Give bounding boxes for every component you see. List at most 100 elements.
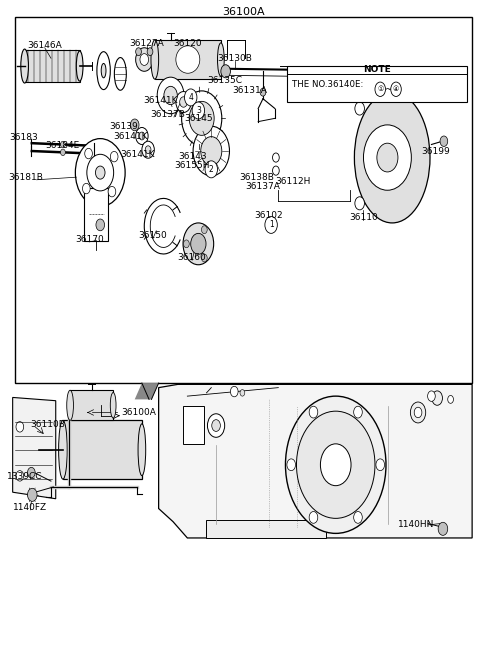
- Circle shape: [145, 146, 151, 154]
- Circle shape: [240, 390, 245, 396]
- Bar: [287, 66, 468, 102]
- Circle shape: [96, 219, 105, 231]
- Circle shape: [432, 391, 443, 405]
- Text: 36141K: 36141K: [114, 132, 148, 141]
- Circle shape: [27, 468, 35, 478]
- Circle shape: [377, 143, 398, 172]
- Ellipse shape: [59, 421, 67, 479]
- Circle shape: [414, 407, 422, 418]
- Circle shape: [85, 148, 92, 159]
- Text: 36100A: 36100A: [121, 408, 156, 417]
- Text: 36131A: 36131A: [232, 86, 267, 96]
- Circle shape: [184, 89, 197, 106]
- Circle shape: [139, 132, 145, 140]
- Circle shape: [27, 488, 37, 501]
- Text: NOTE: NOTE: [363, 66, 391, 75]
- Circle shape: [191, 233, 206, 254]
- Bar: [84, 188, 108, 240]
- Text: 36199: 36199: [421, 147, 450, 155]
- Bar: [63, 421, 142, 479]
- Circle shape: [286, 396, 386, 533]
- Circle shape: [180, 97, 187, 107]
- Bar: [155, 40, 221, 79]
- Circle shape: [375, 82, 385, 96]
- Circle shape: [273, 153, 279, 162]
- Circle shape: [273, 166, 279, 175]
- Circle shape: [205, 161, 217, 178]
- Ellipse shape: [354, 92, 430, 223]
- Ellipse shape: [101, 64, 106, 78]
- Circle shape: [410, 402, 426, 423]
- Circle shape: [297, 411, 375, 518]
- Text: 1140HN: 1140HN: [398, 520, 434, 529]
- Circle shape: [60, 149, 65, 156]
- Circle shape: [428, 391, 435, 402]
- Ellipse shape: [76, 51, 83, 81]
- Circle shape: [147, 48, 153, 56]
- Ellipse shape: [176, 46, 200, 73]
- Circle shape: [136, 48, 142, 56]
- Circle shape: [131, 119, 139, 131]
- Circle shape: [260, 88, 266, 96]
- Circle shape: [287, 459, 296, 471]
- Circle shape: [164, 86, 177, 105]
- Circle shape: [142, 141, 155, 159]
- Text: THE NO.36140E:: THE NO.36140E:: [292, 80, 363, 89]
- Bar: [70, 390, 113, 421]
- Text: 36183: 36183: [9, 134, 38, 142]
- Circle shape: [136, 48, 153, 71]
- Text: 36145: 36145: [184, 114, 213, 123]
- Circle shape: [183, 240, 189, 248]
- Text: 36110B: 36110B: [30, 420, 65, 429]
- Text: 36137B: 36137B: [150, 110, 185, 119]
- Bar: [182, 406, 204, 444]
- Circle shape: [189, 102, 214, 136]
- Text: 36184E: 36184E: [45, 141, 79, 150]
- Text: 36141K: 36141K: [144, 96, 178, 105]
- Text: 36137A: 36137A: [246, 183, 280, 191]
- Circle shape: [60, 141, 65, 148]
- Text: 2: 2: [209, 165, 214, 174]
- Circle shape: [221, 65, 230, 78]
- Circle shape: [183, 223, 214, 265]
- Circle shape: [16, 471, 24, 481]
- Circle shape: [309, 512, 318, 523]
- Ellipse shape: [67, 390, 73, 421]
- Bar: [206, 519, 326, 538]
- Text: 1339CC: 1339CC: [7, 472, 42, 481]
- Circle shape: [192, 102, 204, 119]
- Circle shape: [108, 187, 116, 197]
- Text: 36139: 36139: [109, 122, 138, 131]
- Circle shape: [355, 102, 364, 115]
- Text: 36155H: 36155H: [174, 161, 210, 170]
- Circle shape: [212, 420, 220, 432]
- Circle shape: [181, 91, 222, 146]
- Circle shape: [193, 126, 229, 176]
- Circle shape: [16, 422, 24, 432]
- Text: 36146A: 36146A: [27, 41, 62, 50]
- Text: 36135C: 36135C: [207, 76, 242, 85]
- Text: 36110: 36110: [349, 213, 378, 222]
- Circle shape: [309, 406, 318, 418]
- Text: 3: 3: [196, 106, 201, 115]
- Circle shape: [354, 512, 362, 523]
- Text: 36102: 36102: [254, 210, 283, 219]
- Circle shape: [448, 396, 454, 403]
- Polygon shape: [12, 398, 56, 498]
- Circle shape: [75, 139, 125, 206]
- Text: ④: ④: [393, 86, 399, 92]
- Circle shape: [87, 155, 114, 191]
- Circle shape: [207, 414, 225, 438]
- Text: 36130B: 36130B: [218, 54, 252, 63]
- Circle shape: [202, 226, 207, 234]
- Circle shape: [157, 77, 184, 114]
- Text: 36120: 36120: [173, 39, 202, 48]
- Text: 36143: 36143: [178, 152, 206, 160]
- Text: 36138B: 36138B: [240, 173, 274, 181]
- Polygon shape: [158, 384, 472, 538]
- Circle shape: [136, 128, 148, 145]
- Ellipse shape: [97, 52, 110, 90]
- Circle shape: [201, 137, 222, 166]
- Text: 36112H: 36112H: [275, 178, 311, 186]
- Text: 4: 4: [188, 93, 193, 102]
